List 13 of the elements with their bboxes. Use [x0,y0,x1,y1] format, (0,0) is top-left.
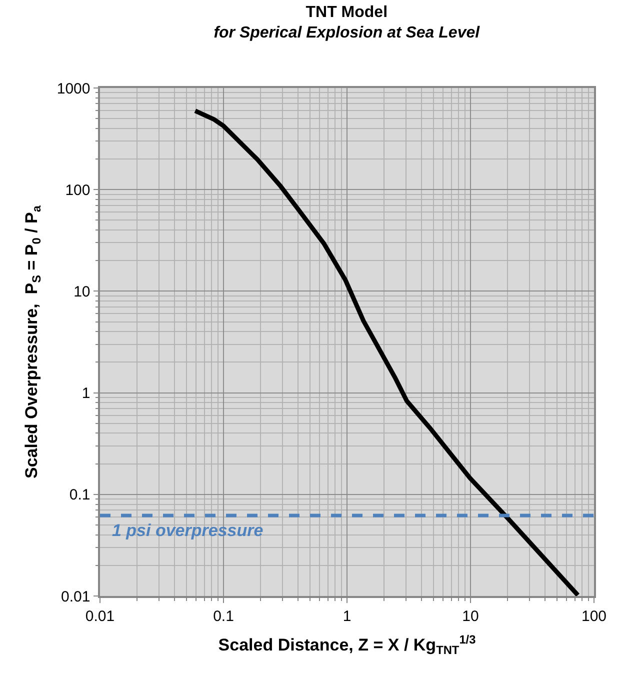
x-tick-label: 100 [581,608,607,625]
x-tick-label: 1 [342,608,352,625]
y-tick-label: 10 [74,283,90,300]
x-tick-label: 0.01 [85,608,115,625]
y-tick-label: 100 [65,182,90,199]
x-tick-label: 10 [462,608,479,625]
y-tick-label: 1 [82,385,90,402]
chart-title: TNT Model [306,4,388,21]
y-tick-label: 1000 [56,80,90,98]
y-tick-label: 0.01 [61,588,90,606]
y-tick-label: 0.1 [69,486,90,504]
x-tick-label: 0.1 [213,608,234,625]
chart-subtitle: for Sperical Explosion at Sea Level [214,24,480,42]
